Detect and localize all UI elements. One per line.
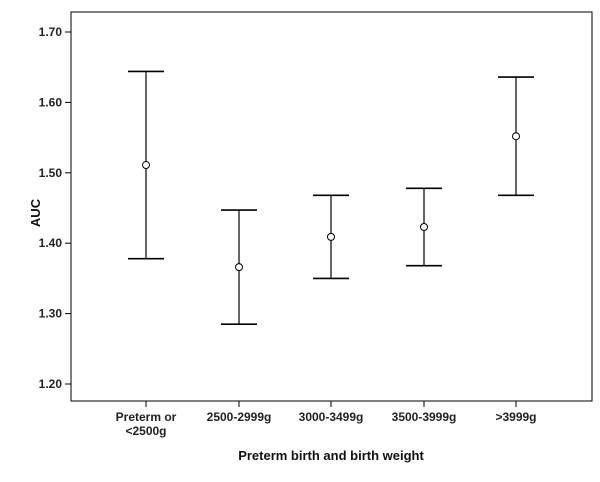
y-tick-label: 1.60 [39, 95, 63, 109]
error-bars [128, 70, 534, 325]
x-tick-label-line: Preterm or [116, 410, 177, 424]
y-tick-label: 1.40 [39, 236, 63, 250]
mean-point [512, 132, 520, 141]
x-tick-label-line: <2500g [125, 424, 166, 438]
y-tick-label: 1.70 [39, 25, 63, 39]
x-axis-title: Preterm birth and birth weight [238, 448, 424, 463]
mean-point [142, 161, 150, 170]
error-bar [406, 187, 442, 267]
x-tick-label: >3999g [495, 410, 536, 424]
error-bar [498, 76, 534, 197]
x-tick-label: 3500-3999g [392, 410, 457, 424]
x-tick-label-line: 2500-2999g [207, 410, 272, 424]
y-tick-label: 1.30 [39, 307, 63, 321]
x-tick-label: Preterm or <2500g [116, 410, 177, 438]
y-tick-label: 1.50 [39, 166, 63, 180]
x-tick-label: 3000-3499g [299, 410, 364, 424]
error-bar [221, 209, 257, 325]
mean-point [420, 223, 428, 232]
x-tick-label-line: >3999g [495, 410, 536, 424]
error-bar [313, 194, 349, 280]
x-tick-label-line: 3500-3999g [392, 410, 457, 424]
y-axis-title: AUC [28, 198, 43, 227]
x-tick-label: 2500-2999g [207, 410, 272, 424]
y-axis-ticks: 1.20 1.30 1.40 1.50 1.60 1.70 [39, 25, 71, 391]
x-tick-label-line: 3000-3499g [299, 410, 364, 424]
mean-point [235, 263, 243, 272]
error-bar [128, 70, 164, 260]
mean-point [327, 232, 335, 241]
x-axis-ticks: Preterm or <2500g 2500-2999g 3000-3499g 3500… [116, 401, 537, 438]
y-tick-label: 1.20 [39, 377, 63, 391]
